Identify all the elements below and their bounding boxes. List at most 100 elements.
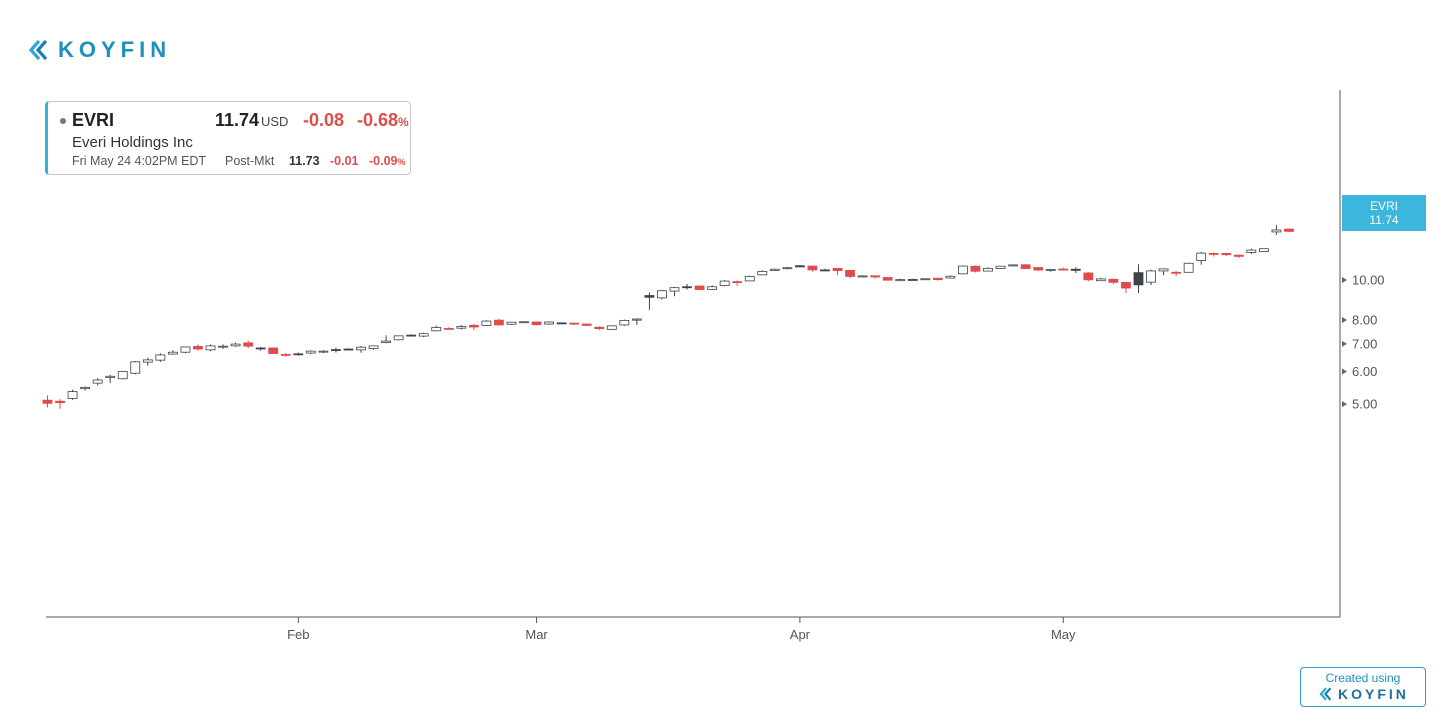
candle-body [907,279,918,281]
ticker-symbol[interactable]: EVRI [72,110,115,130]
candle-body [1146,270,1156,283]
post-market-row: Fri May 24 4:02PM EDT Post-Mkt 11.73 -0.… [72,154,412,170]
candle [1020,264,1031,270]
candle-body [920,278,931,281]
candle-body [644,295,655,298]
candle [820,268,830,272]
candle-body [318,350,329,353]
created-using-koyfin-badge[interactable]: Created using KOYFIN [1300,667,1426,707]
candle [406,334,417,337]
candle-body [631,318,642,321]
y-tick-marker [1342,401,1347,408]
candle-body [67,391,78,399]
candle [945,275,956,279]
candle-body [130,361,141,374]
candle-body [343,348,354,351]
quote-timestamp: Fri May 24 4:02PM EDT [72,154,207,168]
candle [1246,248,1257,255]
candle [644,292,655,310]
y-tick: 6.00 [1342,364,1377,379]
y-tick: 8.00 [1342,312,1377,327]
candle [907,278,918,281]
candle-body [531,321,542,326]
candle [519,321,529,324]
candle-body [431,327,442,332]
candle-body [331,349,341,351]
candle [556,322,567,325]
last-price-tag-ticker: EVRI [1370,199,1398,213]
y-axis-ticks: 14.0010.008.007.006.005.00 [1342,212,1385,412]
candle [995,265,1006,269]
candle [418,332,429,338]
candle-body [1020,264,1031,269]
candle-body [1058,268,1069,271]
candle-body [1171,271,1181,274]
candle [180,346,191,354]
candle [293,352,304,356]
candle-body [832,267,843,271]
candle [719,280,730,287]
candle [857,275,868,278]
candle-body [280,353,291,356]
candle [381,335,391,344]
x-tick-label: May [1051,627,1076,642]
candle [280,353,291,357]
candle [1158,268,1169,276]
post-market-change-percent: -0.09% [369,154,406,168]
candle [1033,267,1044,271]
candle-body [494,319,504,326]
y-tick-marker [1342,340,1347,347]
candle [305,350,316,355]
candle [468,324,479,331]
quote-header-row: EVRI 11.74 USD -0.08 -0.68% [58,110,409,132]
status-dot-icon [60,118,66,124]
candle [531,321,542,326]
candle [255,346,266,351]
candle-body [1183,262,1194,273]
candle-body [945,275,956,279]
candle-body [193,346,203,350]
candle-body [255,347,266,350]
candle-body [657,290,667,299]
candle [205,344,216,352]
candle [581,323,592,326]
candle-body [1008,264,1018,267]
candle [795,265,805,268]
candle-body [870,275,881,278]
koyfin-logo-icon [28,39,48,61]
candle-body [1095,278,1106,282]
candle-body [732,281,743,284]
candle [619,319,630,326]
candle [631,318,642,325]
candle [882,277,893,281]
candle [1171,270,1181,277]
x-tick-label: Mar [525,627,548,642]
candle-body [594,326,605,330]
candle-body [669,287,680,292]
y-tick-label: 7.00 [1352,336,1377,351]
watermark-logo: KOYFIN [1319,686,1409,702]
candle [1070,267,1081,273]
candle-body [707,286,718,290]
candle-body [1246,249,1257,253]
candle-body [356,346,366,351]
candle-body [1033,267,1044,271]
candle [983,267,993,272]
x-axis-ticks: Feb Mar Apr May [287,617,1076,642]
y-tick: 10.00 [1342,273,1385,288]
watermark-caption: Created using [1325,671,1401,685]
candle-body [694,285,705,290]
x-tick: Mar [525,617,548,642]
x-tick: Apr [790,617,811,642]
candle-body [418,333,429,337]
candle-body [958,265,968,275]
y-tick-marker [1342,368,1347,375]
candle-body [1271,229,1282,233]
candle [895,278,906,282]
candle-body [1070,268,1081,271]
candle-body [1221,253,1232,256]
candle-body [1045,269,1056,271]
candle [1271,225,1282,235]
koyfin-logo[interactable]: KOYFIN [28,36,171,64]
